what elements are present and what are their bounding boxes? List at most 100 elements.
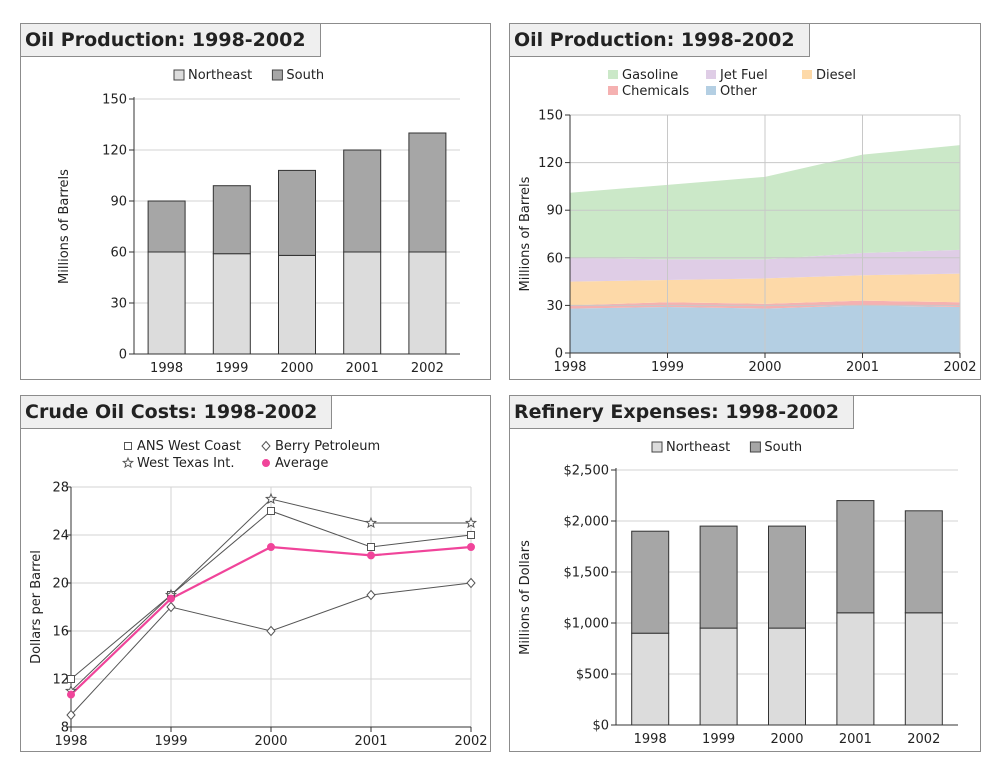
- y-tick-label: 60: [546, 251, 563, 266]
- point-berry-petroleum-1998: [66, 709, 76, 721]
- bar-northeast-2002: [408, 251, 447, 355]
- y-tick-label: 0: [555, 347, 563, 362]
- bar-northeast-1998: [147, 251, 186, 355]
- legend-label-berry-petroleum: Berry Petroleum: [275, 439, 380, 454]
- point-ans-west-coast-2000: [267, 507, 275, 515]
- x-tick-label: 1999: [651, 360, 684, 375]
- x-tick-label: 1998: [553, 360, 586, 375]
- x-tick-label: 1998: [634, 732, 667, 747]
- legend-swatch-gasoline: [608, 70, 618, 79]
- y-tick-label: 150: [102, 93, 127, 108]
- legend-label-west-texas-int: West Texas Int.: [137, 456, 234, 471]
- y-axis-label: Millions of Barrels: [518, 176, 533, 291]
- legend-marker-berry-petroleum: [261, 440, 271, 452]
- y-tick-label: 90: [546, 204, 563, 219]
- x-tick-label: 2002: [907, 732, 940, 747]
- bar-northeast-1998: [631, 632, 670, 726]
- point-berry-petroleum-2000: [266, 625, 276, 637]
- legend-label-average: Average: [275, 456, 328, 471]
- legend-label-northeast: Northeast: [666, 440, 730, 455]
- legend-label-other: Other: [720, 84, 758, 99]
- legend-label-diesel: Diesel: [816, 68, 856, 83]
- point-west-texas-int-2000: [264, 492, 278, 505]
- point-average-1999: [167, 594, 175, 603]
- bar-northeast-2000: [278, 254, 316, 355]
- bar-south-1998: [631, 530, 670, 634]
- x-tick-label: 2001: [346, 361, 379, 376]
- legend-swatch-northeast: [173, 69, 185, 81]
- bar-south-1998: [147, 200, 186, 253]
- panel-oil-production-bar: Oil Production: 1998-2002 0 30 60 90 120 150 M…: [20, 23, 491, 380]
- legend-swatch-diesel: [802, 70, 812, 79]
- legend-swatch-south: [749, 441, 761, 453]
- x-tick-label: 2002: [454, 734, 487, 749]
- y-tick-label: $2,500: [564, 464, 610, 479]
- chart-crude-oil-costs-line: 8 12 16 20 24 28 1998 1999 2000 2001 2002 Dollars p…: [29, 439, 488, 749]
- bar-south-1999: [212, 185, 251, 255]
- legend-swatch-other: [706, 86, 716, 95]
- bar-south-2000: [278, 169, 316, 256]
- y-tick-label: 120: [538, 156, 563, 171]
- x-tick-label: 2000: [770, 732, 803, 747]
- y-tick-label: 120: [102, 144, 127, 159]
- y-tick-label: 90: [110, 195, 127, 210]
- x-tick-label: 2001: [354, 734, 387, 749]
- y-tick-label: 24: [52, 529, 69, 544]
- x-tick-label: 2002: [943, 360, 976, 375]
- point-average-1998: [67, 690, 75, 699]
- legend-swatch-south: [271, 69, 283, 81]
- point-average-2002: [467, 543, 475, 551]
- x-tick-label: 1999: [154, 734, 187, 749]
- point-ans-west-coast-2001: [367, 543, 375, 551]
- bar-northeast-1999: [212, 253, 251, 355]
- y-tick-label: 8: [61, 721, 69, 736]
- legend-label-ans-west-coast: ANS West Coast: [137, 439, 241, 454]
- legend-label-south: South: [764, 440, 802, 455]
- x-tick-label: 2000: [254, 734, 287, 749]
- legend-swatch-jet-fuel: [706, 70, 716, 79]
- panel-refinery-expenses: Refinery Expenses: 1998-2002 $0 $500 $1,00…: [509, 395, 981, 752]
- legend-label-jet-fuel: Jet Fuel: [719, 68, 768, 83]
- y-tick-label: 30: [110, 297, 127, 312]
- x-tick-label: 2001: [839, 732, 872, 747]
- legend-marker-ans-west-coast: [124, 442, 132, 450]
- y-tick-label: $1,500: [564, 566, 610, 581]
- bar-northeast-2000: [768, 627, 806, 726]
- legend-label-south: South: [286, 68, 324, 83]
- y-tick-label: $0: [592, 719, 609, 734]
- x-tick-label: 1999: [215, 361, 248, 376]
- y-axis-label: Millions of Dollars: [518, 540, 533, 655]
- bar-south-2001: [836, 500, 875, 614]
- bar-northeast-2002: [904, 612, 943, 726]
- y-tick-label: 12: [52, 673, 69, 688]
- y-tick-label: 150: [538, 109, 563, 124]
- point-ans-west-coast-2002: [467, 531, 475, 539]
- point-west-texas-int-2001: [364, 516, 378, 529]
- point-average-2000: [267, 543, 275, 551]
- point-berry-petroleum-1999: [166, 601, 176, 613]
- legend-label-northeast: Northeast: [188, 68, 252, 83]
- y-tick-label: $1,000: [564, 617, 610, 632]
- y-tick-label: 30: [546, 299, 563, 314]
- y-tick-label: 20: [52, 577, 69, 592]
- bar-south-2002: [408, 132, 447, 253]
- chart-title-2: Oil Production: 1998-2002: [509, 23, 810, 57]
- x-tick-label: 1999: [702, 732, 735, 747]
- point-west-texas-int-2002: [464, 516, 478, 529]
- x-tick-label: 2000: [280, 361, 313, 376]
- bar-south-2001: [343, 149, 382, 253]
- bar-northeast-2001: [343, 251, 382, 355]
- legend-marker-average: [262, 459, 270, 467]
- panel-oil-production-area: Oil Production: 1998-2002 0 30 60 90 120 150 1…: [509, 23, 981, 380]
- legend-marker-west-texas-int: [121, 456, 135, 469]
- chart-oil-production-area: 0 30 60 90 120 150 1998 1999 2000 2001 2002 Million…: [518, 68, 977, 375]
- y-tick-label: 28: [52, 481, 69, 496]
- chart-title-4: Refinery Expenses: 1998-2002: [509, 395, 854, 429]
- x-tick-label: 1998: [54, 734, 87, 749]
- y-tick-label: 60: [110, 246, 127, 261]
- chart-title-1: Oil Production: 1998-2002: [20, 23, 321, 57]
- y-axis-label: Dollars per Barrel: [29, 550, 44, 664]
- chart-oil-production-bar: 0 30 60 90 120 150 Millions of Barrels 1998 1999…: [57, 68, 460, 376]
- chart-refinery-expenses-bar: $0 $500 $1,000 $1,500 $2,000 $2,500 Millions o…: [518, 440, 958, 747]
- bar-northeast-1999: [699, 627, 738, 726]
